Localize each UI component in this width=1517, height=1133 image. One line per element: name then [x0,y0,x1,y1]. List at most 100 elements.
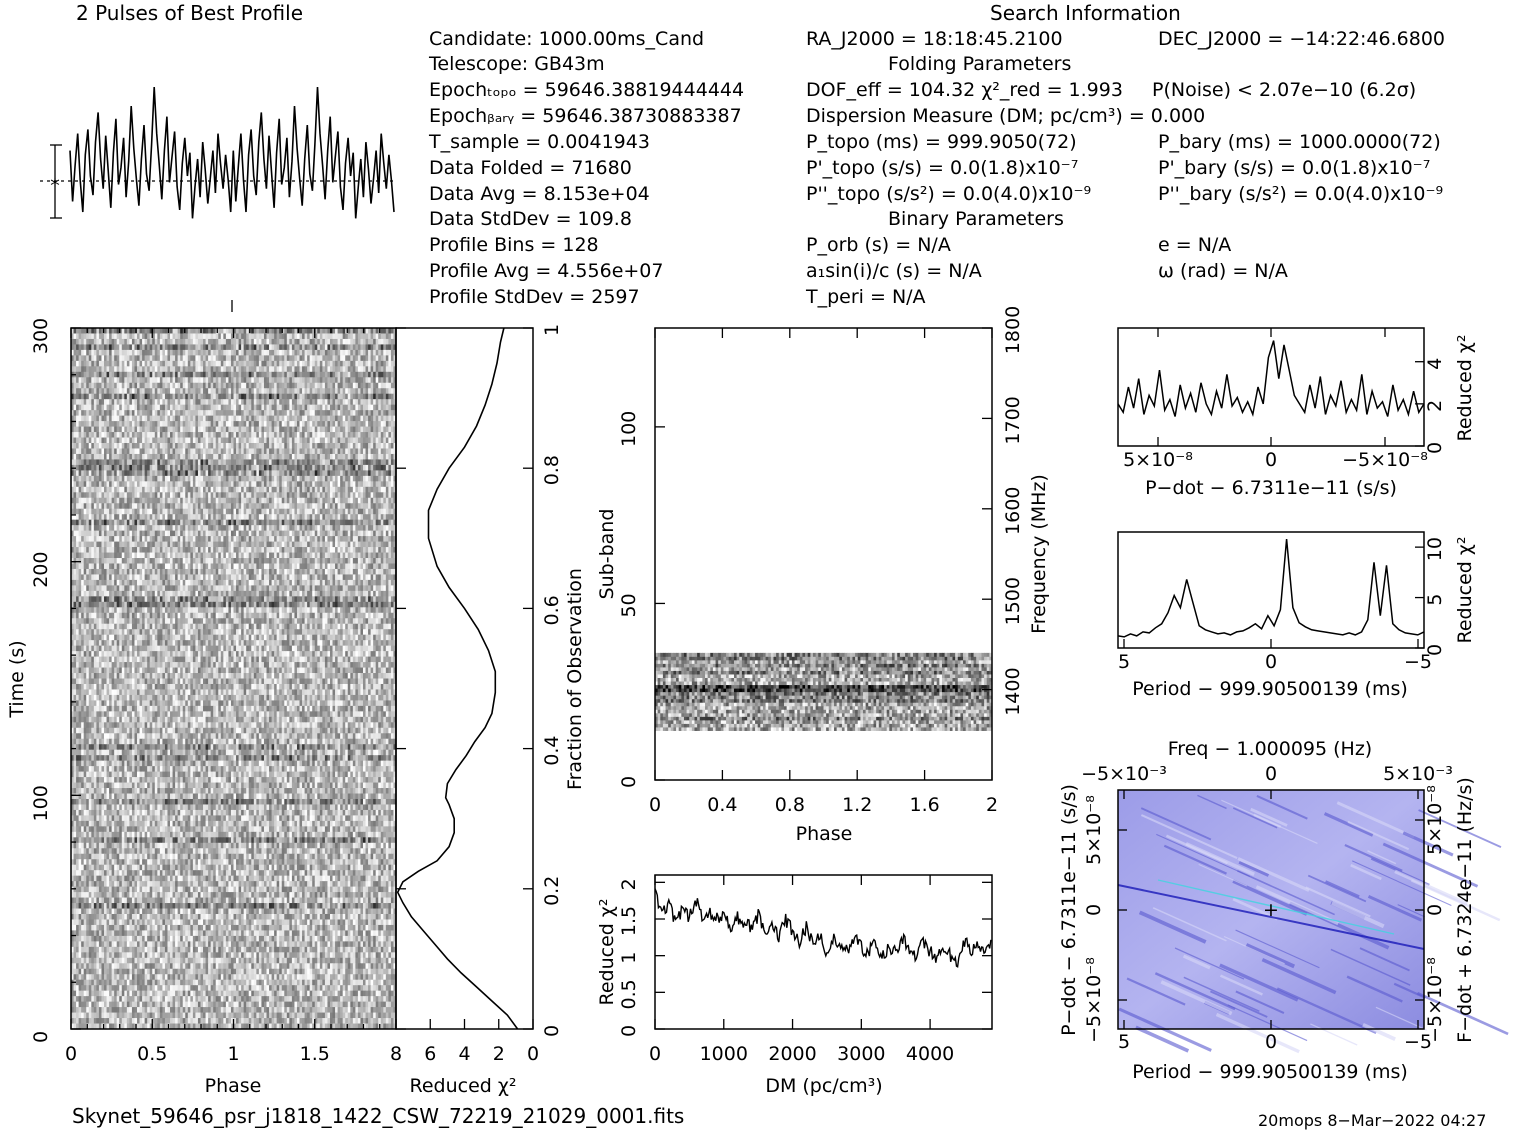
time-phase-cell [223,530,227,537]
time-phase-cell [340,432,344,438]
time-phase-cell [304,415,308,422]
time-phase-cell [360,525,364,532]
time-phase-cell [317,448,321,455]
time-phase-cell [147,338,151,345]
time-phase-cell [281,470,285,477]
time-phase-cell [378,344,382,351]
time-phase-cell [180,448,184,455]
time-phase-cell [289,459,293,466]
time-phase-cell [101,371,105,378]
time-phase-cell [220,497,224,504]
time-phase-cell [253,333,257,340]
time-phase-cell [271,475,275,482]
time-phase-cell [291,453,295,460]
time-phase-cell [215,453,219,460]
time-phase-cell [390,404,394,411]
time-phase-cell [195,503,199,510]
time-phase-cell [147,437,151,444]
time-phase-cell [164,360,168,367]
time-phase-cell [192,443,196,449]
time-phase-cell [98,448,102,455]
time-phase-cell [223,366,227,373]
time-phase-cell [294,475,298,482]
time-phase-cell [337,377,341,384]
time-phase-cell [119,415,123,422]
time-phase-cell [324,530,328,537]
time-phase-cell [327,360,331,367]
time-phase-cell [76,328,80,334]
time-phase-cell [203,382,206,389]
time-phase-cell [236,492,239,499]
time-phase-cell [213,421,217,427]
time-phase-cell [279,530,283,537]
time-phase-cell [76,399,80,406]
time-phase-cell [340,497,344,504]
time-phase-cell [256,377,260,384]
time-phase-cell [383,508,387,515]
time-phase-cell [104,399,107,406]
time-phase-cell [256,530,260,537]
time-phase-cell [289,377,293,384]
time-phase-cell [327,349,331,356]
time-phase-cell [144,432,148,438]
time-phase-cell [388,492,392,499]
time-phase-cell [271,497,275,504]
time-phase-cell [134,399,138,406]
time-phase-cell [281,530,285,537]
time-phase-cell [362,355,366,362]
time-phase-cell [71,399,74,406]
time-phase-cell [175,338,179,345]
time-phase-cell [246,525,250,532]
time-phase-cell [114,344,118,351]
time-phase-cell [164,371,168,378]
time-phase-cell [213,536,217,542]
time-phase-cell [157,410,161,417]
time-phase-cell [114,338,118,345]
time-phase-cell [73,453,77,460]
time-phase-cell [332,382,336,389]
time-phase-cell [327,497,331,504]
time-phase-cell [83,448,87,455]
time-phase-cell [83,464,87,471]
time-phase-cell [357,404,361,411]
time-phase-cell [81,355,85,362]
time-phase-cell [373,366,377,373]
time-phase-cell [233,437,237,444]
time-phase-cell [274,486,278,493]
time-phase-cell [129,475,133,482]
time-phase-cell [175,530,179,537]
time-phase-cell [347,333,351,340]
time-phase-cell [241,388,245,395]
time-phase-cell [159,415,163,422]
time-phase-cell [164,338,168,345]
time-phase-cell [182,536,186,542]
time-phase-cell [182,333,186,340]
time-phase-cell [154,421,158,427]
time-phase-cell [101,519,105,526]
time-phase-cell [129,492,133,499]
time-phase-cell [187,421,191,427]
time-phase-cell [172,437,176,444]
time-phase-cell [83,349,87,356]
time-phase-cell [299,366,303,373]
time-phase-cell [170,415,173,422]
time-phase-cell [157,349,161,356]
time-phase-cell [281,459,285,466]
time-phase-cell [76,360,80,367]
time-phase-cell [195,344,199,351]
time-phase-cell [121,349,125,356]
time-phase-cell [312,508,316,515]
time-phase-cell [101,366,105,373]
time-phase-cell [261,443,265,449]
time-phase-cell [294,338,298,345]
time-phase-cell [187,366,191,373]
time-phase-cell [279,421,283,427]
time-phase-cell [322,536,326,542]
time-phase-cell [319,410,323,417]
time-phase-cell [149,448,153,455]
time-phase-cell [380,464,384,471]
time-phase-cell [73,492,77,499]
time-phase-cell [131,453,135,460]
time-phase-cell [91,514,95,521]
time-phase-cell [101,492,105,499]
